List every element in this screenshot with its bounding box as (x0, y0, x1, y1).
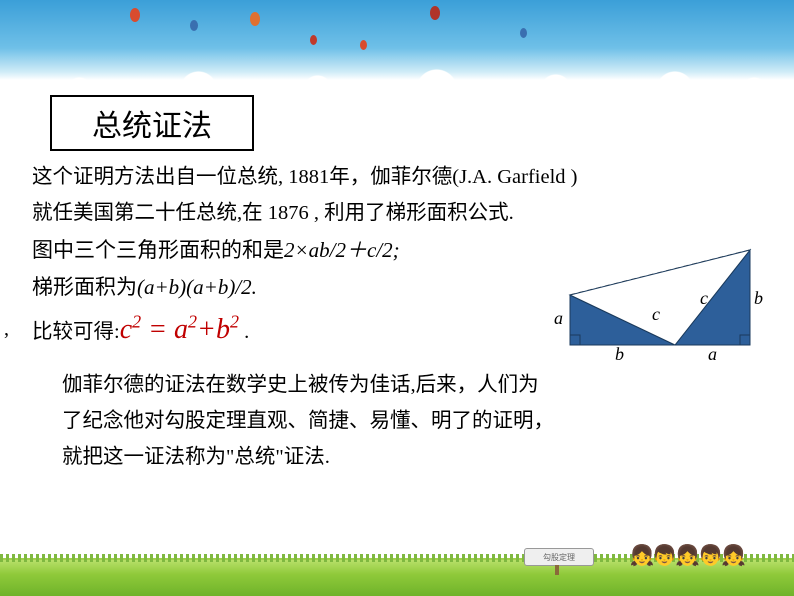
kids-icon: 👧👦👧👦👧 (629, 543, 744, 568)
label-b-right: b (754, 288, 763, 309)
cloud-edge (0, 55, 794, 90)
result-formula: c2 = a2+b2 (120, 314, 239, 345)
conclusion: 伽菲尔德的证法在数学史上被传为佳话,后来，人们为 了纪念他对勾股定理直观、简捷、… (62, 368, 774, 476)
footer-sign: 勾股定理 (524, 548, 594, 566)
title-box: 总统证法 (50, 95, 254, 151)
diagram-svg (560, 240, 770, 370)
p4-prefix: 比较可得: (32, 321, 120, 343)
paragraph-5c: 就把这一证法称为"总统"证法. (62, 440, 774, 476)
label-b-bottom-left: b (615, 344, 624, 365)
p3-prefix: 梯形面积为 (32, 275, 137, 299)
label-a-left: a (554, 308, 563, 329)
p2-prefix: 图中三个三角形面积的和是 (32, 238, 284, 262)
p2-expression: 2×ab/2＋c/2; (284, 238, 400, 262)
trapezoid-diagram: a b c c a b (560, 240, 770, 370)
balloon-icon (130, 8, 140, 22)
stray-comma: , (4, 318, 9, 341)
balloon-icon (310, 35, 317, 45)
balloon-icon (190, 20, 198, 31)
p4-suffix: . (239, 321, 249, 343)
balloon-icon (430, 6, 440, 20)
p3-expression: (a+b)(a+b)/2. (137, 275, 257, 299)
paragraph-1a: 这个证明方法出自一位总统, 1881年，伽菲尔德(J.A. Garfield ) (32, 160, 774, 196)
balloon-icon (250, 12, 260, 26)
label-a-bottom-right: a (708, 344, 717, 365)
paragraph-5a: 伽菲尔德的证法在数学史上被传为佳话,后来，人们为 (62, 368, 774, 404)
paragraph-1b: 就任美国第二十任总统,在 1876 , 利用了梯形面积公式. (32, 196, 774, 232)
label-c-right: c (700, 288, 708, 309)
balloon-icon (360, 40, 367, 50)
slide-title: 总统证法 (92, 110, 212, 143)
balloon-icon (520, 28, 527, 38)
paragraph-5b: 了纪念他对勾股定理直观、简捷、易懂、明了的证明， (62, 404, 774, 440)
label-c-left: c (652, 304, 660, 325)
